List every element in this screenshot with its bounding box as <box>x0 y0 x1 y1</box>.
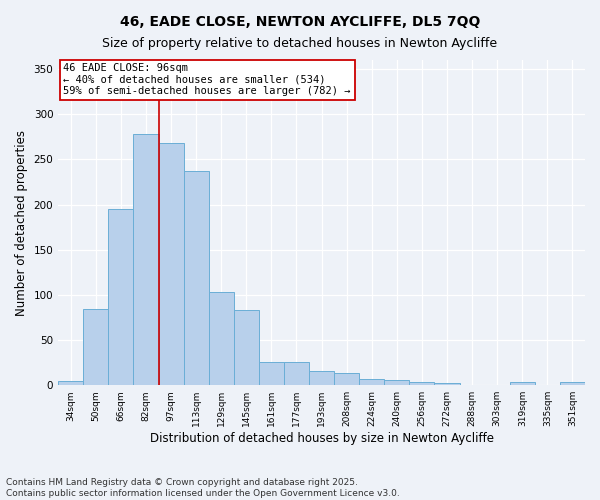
Bar <box>133 134 158 385</box>
Bar <box>409 382 434 385</box>
Text: 46 EADE CLOSE: 96sqm
← 40% of detached houses are smaller (534)
59% of semi-deta: 46 EADE CLOSE: 96sqm ← 40% of detached h… <box>64 64 351 96</box>
Bar <box>309 371 334 385</box>
Bar <box>359 379 385 385</box>
Bar <box>58 380 83 385</box>
Bar <box>510 382 535 385</box>
Bar <box>184 171 209 385</box>
Bar <box>284 362 309 385</box>
Bar <box>334 374 359 385</box>
Bar <box>158 143 184 385</box>
Bar <box>209 292 234 385</box>
Text: Contains HM Land Registry data © Crown copyright and database right 2025.
Contai: Contains HM Land Registry data © Crown c… <box>6 478 400 498</box>
Bar <box>234 310 259 385</box>
Bar <box>560 382 585 385</box>
Y-axis label: Number of detached properties: Number of detached properties <box>15 130 28 316</box>
Bar <box>109 209 133 385</box>
Text: Size of property relative to detached houses in Newton Aycliffe: Size of property relative to detached ho… <box>103 38 497 51</box>
X-axis label: Distribution of detached houses by size in Newton Aycliffe: Distribution of detached houses by size … <box>149 432 494 445</box>
Bar <box>83 310 109 385</box>
Text: 46, EADE CLOSE, NEWTON AYCLIFFE, DL5 7QQ: 46, EADE CLOSE, NEWTON AYCLIFFE, DL5 7QQ <box>120 15 480 29</box>
Bar <box>434 384 460 385</box>
Bar <box>259 362 284 385</box>
Bar <box>385 380 409 385</box>
